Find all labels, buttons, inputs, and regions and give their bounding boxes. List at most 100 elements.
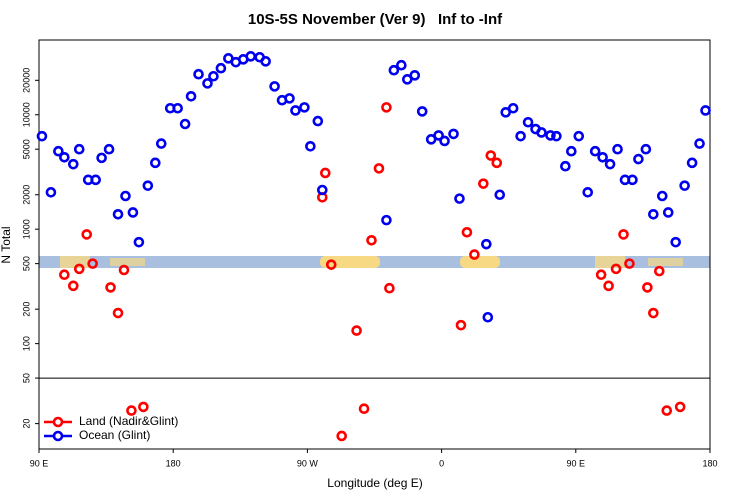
point xyxy=(640,143,652,155)
point xyxy=(336,430,347,442)
point xyxy=(648,208,659,220)
point xyxy=(481,238,492,250)
point xyxy=(358,403,370,414)
point xyxy=(396,59,407,71)
point xyxy=(202,78,213,89)
y-axis-label: N Total xyxy=(0,226,13,263)
point xyxy=(642,282,653,293)
legend-marker xyxy=(52,430,64,442)
point xyxy=(87,258,98,269)
y-tick-label: 500 xyxy=(21,256,31,271)
point xyxy=(536,127,547,138)
x-tick-label: 90 E xyxy=(567,458,586,468)
y-tick-label: 1000 xyxy=(21,219,31,239)
point xyxy=(582,187,594,198)
point xyxy=(193,68,204,80)
point xyxy=(118,264,130,276)
point xyxy=(454,193,465,204)
point xyxy=(700,105,711,116)
point xyxy=(299,102,310,113)
point xyxy=(409,70,421,81)
point xyxy=(96,152,107,164)
point xyxy=(597,151,608,163)
point xyxy=(461,226,473,238)
point xyxy=(325,259,337,270)
point xyxy=(551,130,562,142)
point xyxy=(260,56,271,67)
point xyxy=(633,153,644,165)
point xyxy=(455,319,467,331)
point xyxy=(269,81,280,92)
point xyxy=(172,102,183,114)
land-strip xyxy=(460,256,500,268)
x-tick-label: 0 xyxy=(439,458,444,468)
point xyxy=(485,150,497,161)
point xyxy=(319,167,331,179)
point xyxy=(126,405,137,416)
point xyxy=(589,145,601,157)
point xyxy=(112,307,124,319)
y-tick-label: 20 xyxy=(21,419,31,429)
point xyxy=(59,269,70,281)
point xyxy=(73,143,85,155)
point xyxy=(59,151,70,163)
point xyxy=(81,229,93,240)
point xyxy=(73,263,85,275)
point xyxy=(112,208,124,220)
point xyxy=(656,190,668,202)
point xyxy=(661,405,673,416)
point xyxy=(36,130,48,142)
point xyxy=(469,249,480,260)
chart-title: 10S-5S November (Ver 9) Inf to -Inf xyxy=(248,11,503,28)
point xyxy=(670,236,682,248)
point xyxy=(566,145,577,157)
point xyxy=(624,258,635,269)
point xyxy=(433,130,444,141)
x-tick-label: 90 E xyxy=(30,458,49,468)
point xyxy=(595,269,607,281)
point xyxy=(522,116,534,128)
point xyxy=(317,184,328,196)
point xyxy=(686,157,698,169)
map-strip xyxy=(39,256,710,268)
point xyxy=(381,102,392,113)
point xyxy=(120,190,131,202)
point xyxy=(448,128,459,140)
point xyxy=(560,160,571,172)
point xyxy=(507,102,519,114)
point xyxy=(648,307,659,319)
point xyxy=(603,280,614,292)
point xyxy=(627,174,638,186)
legend-marker xyxy=(52,416,64,428)
y-tick-label: 20000 xyxy=(21,68,31,93)
point xyxy=(610,263,622,275)
point xyxy=(482,311,494,323)
point xyxy=(67,158,79,170)
point xyxy=(388,64,400,76)
point xyxy=(662,207,674,218)
point xyxy=(312,115,324,127)
y-tick-label: 10000 xyxy=(21,102,31,127)
point xyxy=(366,234,377,246)
point xyxy=(179,118,191,130)
point xyxy=(439,135,450,147)
point xyxy=(373,163,385,174)
point xyxy=(290,105,301,116)
point xyxy=(515,130,526,142)
point xyxy=(500,107,512,118)
point xyxy=(45,187,57,198)
plot-frame xyxy=(38,39,711,450)
point xyxy=(545,130,556,141)
x-tick-label: 180 xyxy=(702,458,717,468)
point xyxy=(138,401,149,413)
x-tick-label: 180 xyxy=(166,458,181,468)
point xyxy=(90,174,101,186)
land-strip xyxy=(110,258,145,266)
point xyxy=(679,180,690,191)
y-tick-label: 200 xyxy=(21,302,31,317)
legend-label: Ocean (Glint) xyxy=(79,428,150,442)
point xyxy=(284,93,295,104)
point xyxy=(351,325,362,336)
point xyxy=(494,189,506,201)
